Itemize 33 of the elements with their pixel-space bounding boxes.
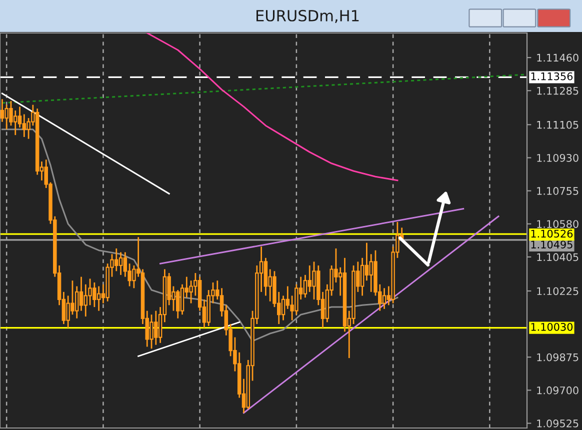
y-tick-label: 1.10755 xyxy=(537,187,578,195)
ref-line-label: 1.10526 xyxy=(531,230,573,238)
y-tick-label: 1.09875 xyxy=(537,353,578,362)
y-tick-label: 1.10225 xyxy=(537,287,578,296)
candlestick xyxy=(281,295,286,321)
chart-title: EURUSDm,H1 xyxy=(256,10,359,23)
y-tick-label: 1.09525 xyxy=(537,420,578,428)
candlestick xyxy=(22,114,26,138)
candlestick xyxy=(180,284,184,316)
ref-line-label: 1.10495 xyxy=(531,240,572,248)
y-tick-label: 1.10405 xyxy=(537,253,578,262)
candlestick xyxy=(176,289,180,320)
candlestick xyxy=(0,98,4,123)
candlestick xyxy=(74,286,79,320)
line-series xyxy=(146,33,398,182)
y-tick-label: 1.10580 xyxy=(537,220,578,228)
candlestick xyxy=(382,287,386,310)
candlestick xyxy=(96,286,101,312)
line-series xyxy=(1,128,398,342)
candlestick xyxy=(118,252,123,276)
candlestick xyxy=(360,257,364,296)
ref-line-label: 1.11356 xyxy=(531,72,573,80)
candlestick xyxy=(18,106,22,128)
y-tick-label: 1.11105 xyxy=(537,120,578,129)
candlestick xyxy=(79,276,84,312)
candlestick xyxy=(84,284,88,318)
y-tick-label: 1.09700 xyxy=(537,386,578,394)
y-tick-label: 1.10930 xyxy=(537,154,578,162)
y-tick-label: 1.11285 xyxy=(537,86,578,95)
candlestick xyxy=(123,252,128,278)
ref-line-label: 1.10030 xyxy=(531,322,573,331)
candlestick xyxy=(303,274,308,298)
y-tick-label: 1.11460 xyxy=(537,54,578,62)
